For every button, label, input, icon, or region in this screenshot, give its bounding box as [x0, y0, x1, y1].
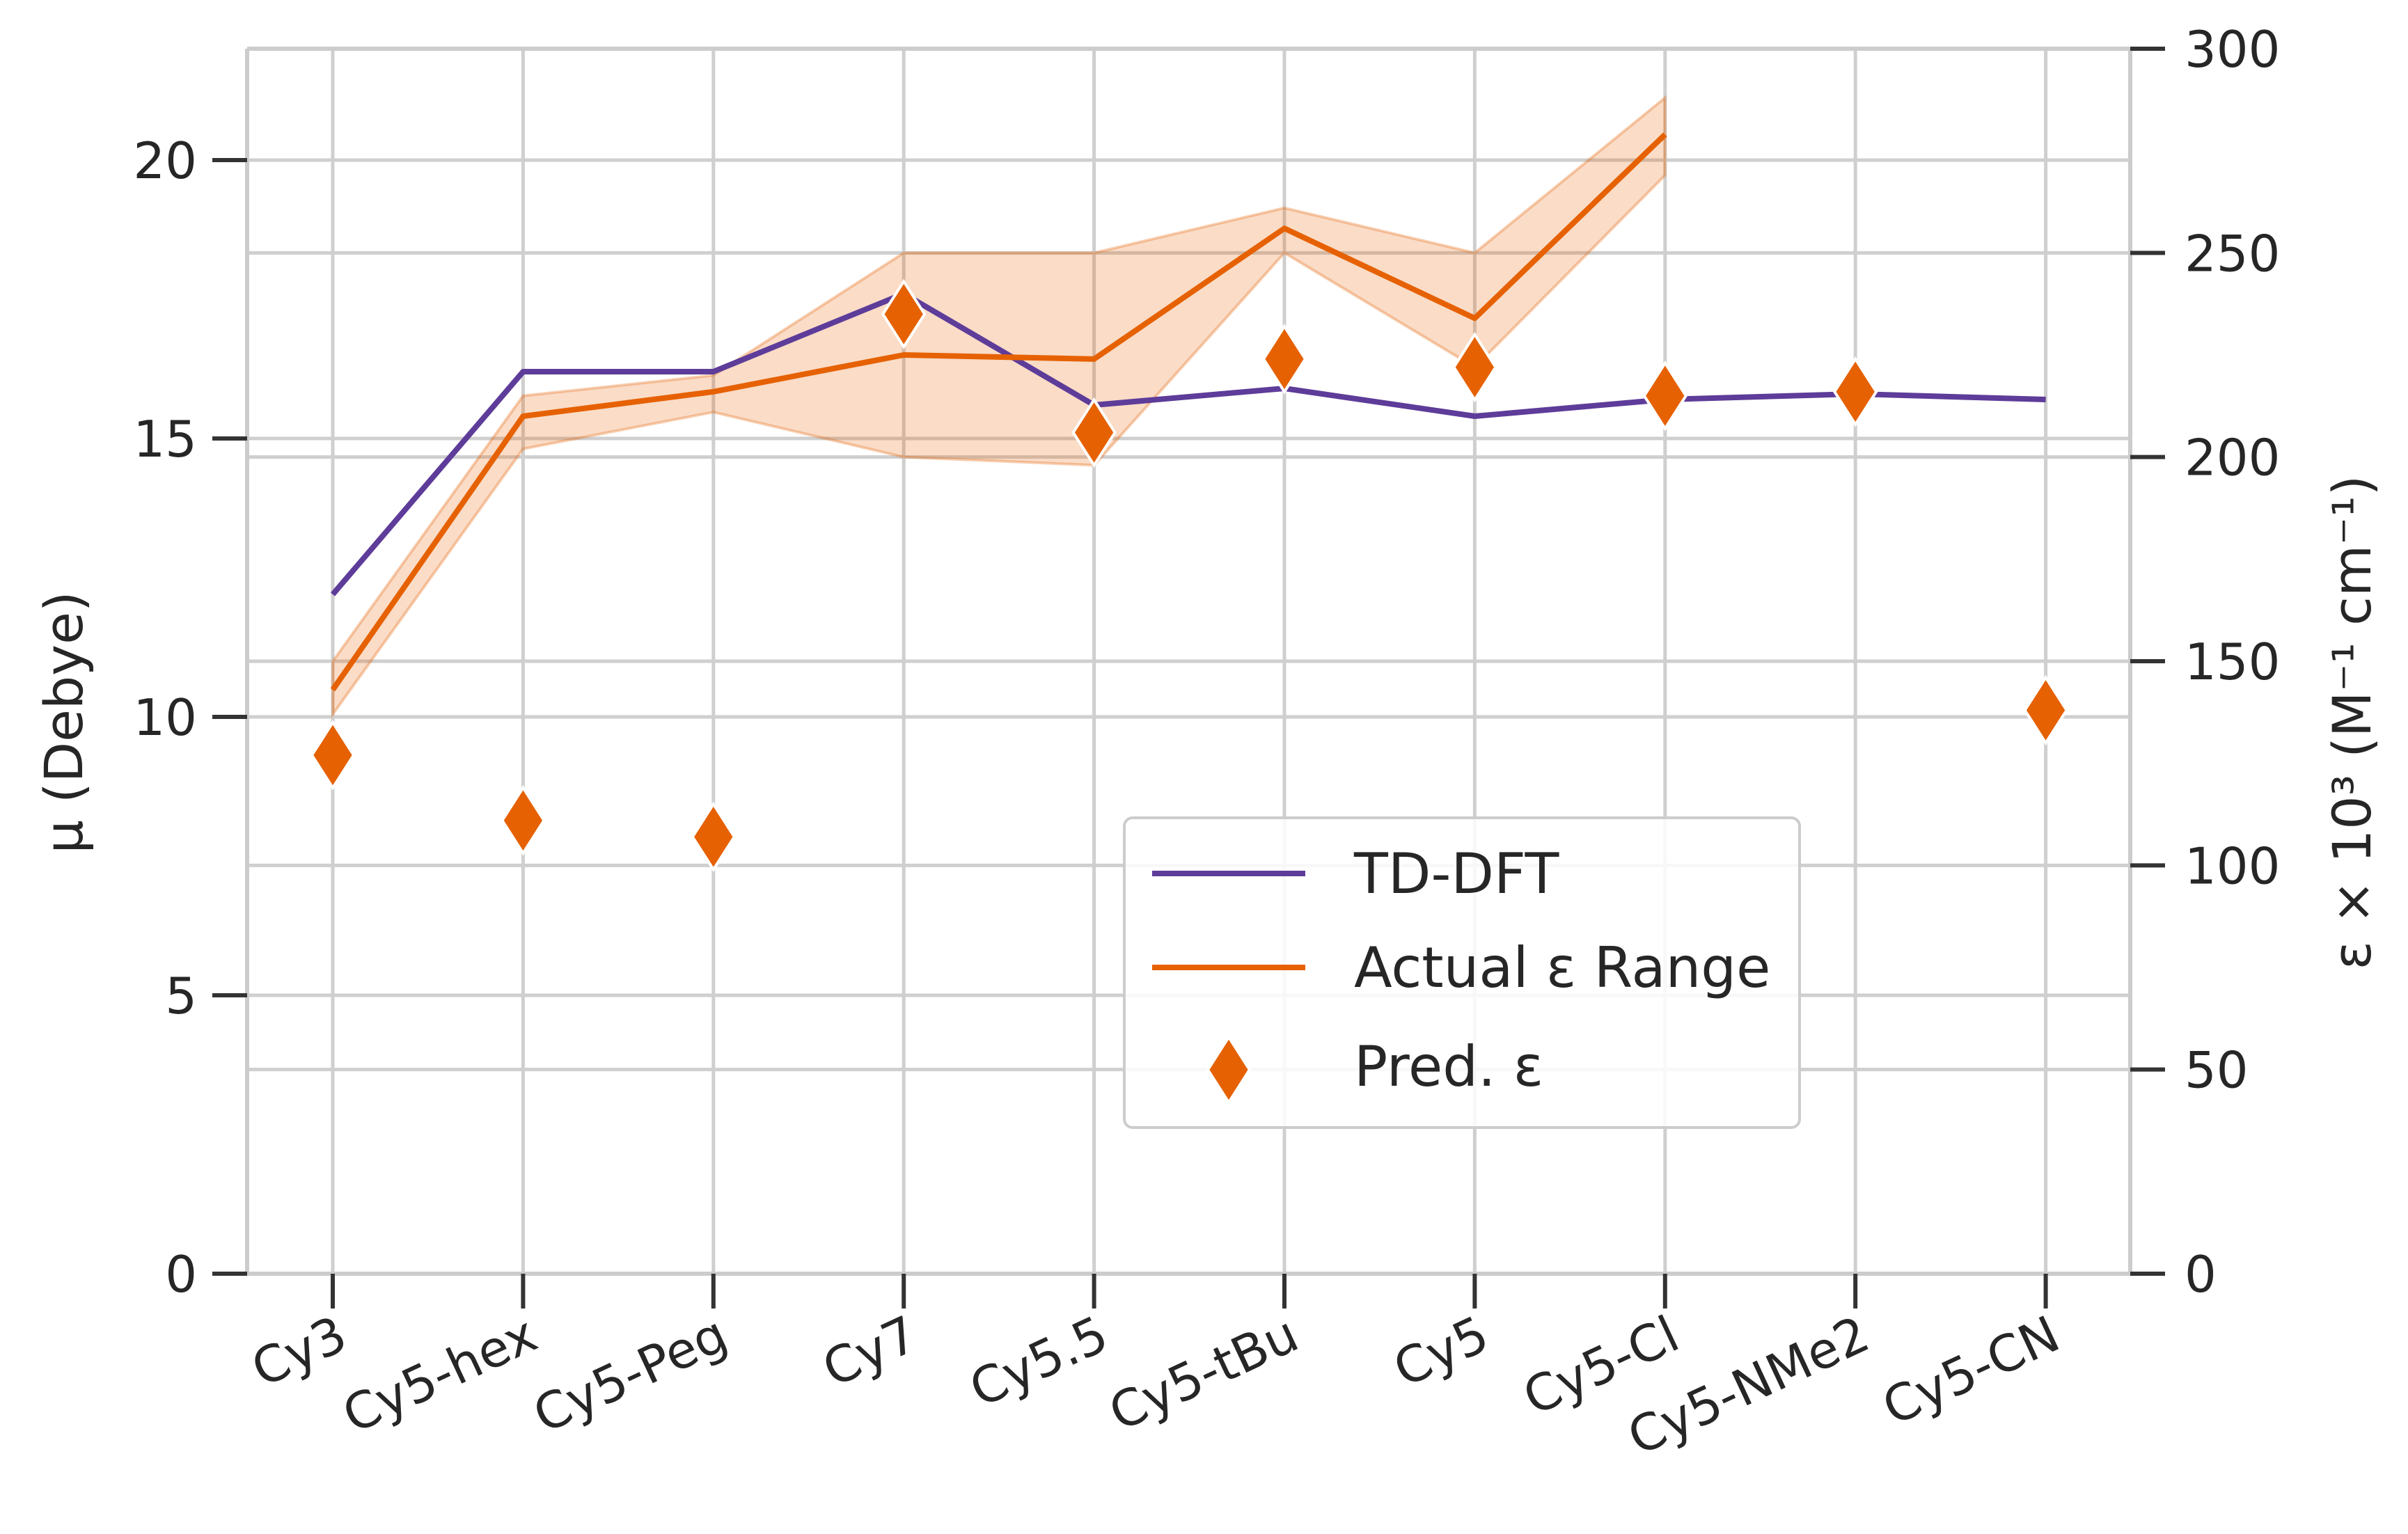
- actual-eps-line: [330, 132, 1667, 692]
- legend-label-actual: Actual ε Range: [1354, 935, 1770, 1000]
- left-axis-title: μ (Debye): [33, 591, 95, 853]
- right-axis-title: ε × 10³ (M⁻¹ cm⁻¹): [2321, 475, 2383, 970]
- x-tick-label: Cy5: [1385, 1304, 1497, 1398]
- actual-range-band: [331, 95, 1667, 719]
- left-tick-label: 15: [133, 410, 197, 468]
- x-tick-label: Cy3: [243, 1304, 355, 1398]
- pred-marker: [1261, 324, 1307, 395]
- pred-marker: [881, 278, 927, 350]
- pred-markers: [310, 278, 2068, 872]
- right-tick-label: 300: [2185, 20, 2280, 79]
- legend: TD-DFT Actual ε Range Pred. ε: [1123, 816, 1801, 1129]
- actual-range-band-layer: [331, 95, 1667, 719]
- legend-box: [1123, 816, 1801, 1129]
- right-tick-label: 50: [2185, 1041, 2249, 1100]
- series-lines: [330, 132, 2046, 692]
- pred-marker: [1452, 331, 1497, 403]
- left-tick-label: 10: [133, 688, 197, 747]
- x-tick-label: Cy5-hex: [334, 1304, 546, 1444]
- legend-swatch-pred: [1206, 1034, 1252, 1105]
- x-tick-label: Cy5-CN: [1874, 1304, 2068, 1437]
- right-tick-label: 200: [2185, 429, 2280, 487]
- x-tick-label: Cy5-tBu: [1101, 1304, 1307, 1442]
- legend-label-pred: Pred. ε: [1354, 1034, 1543, 1099]
- pred-marker: [691, 801, 737, 872]
- x-tick-label: Cy7: [814, 1304, 926, 1398]
- pred-marker: [1071, 397, 1117, 468]
- right-tick-label: 150: [2185, 633, 2280, 691]
- pred-marker: [310, 720, 356, 791]
- left-tick-label: 20: [133, 132, 197, 190]
- pred-marker: [2023, 674, 2068, 746]
- tddft-line: [330, 291, 2046, 596]
- right-tick-label: 0: [2185, 1245, 2217, 1304]
- pred-marker: [501, 785, 546, 856]
- pred-marker: [1642, 360, 1688, 432]
- x-tick-label: Cy5.5: [961, 1304, 1116, 1418]
- legend-label-tddft: TD-DFT: [1353, 841, 1560, 906]
- right-tick-label: 100: [2185, 837, 2280, 895]
- x-tick-label: Cy5-Peg: [525, 1304, 736, 1444]
- right-tick-label: 250: [2185, 224, 2280, 283]
- pred-marker: [1832, 356, 1878, 427]
- left-tick-label: 0: [165, 1245, 197, 1304]
- left-tick-label: 5: [165, 967, 197, 1025]
